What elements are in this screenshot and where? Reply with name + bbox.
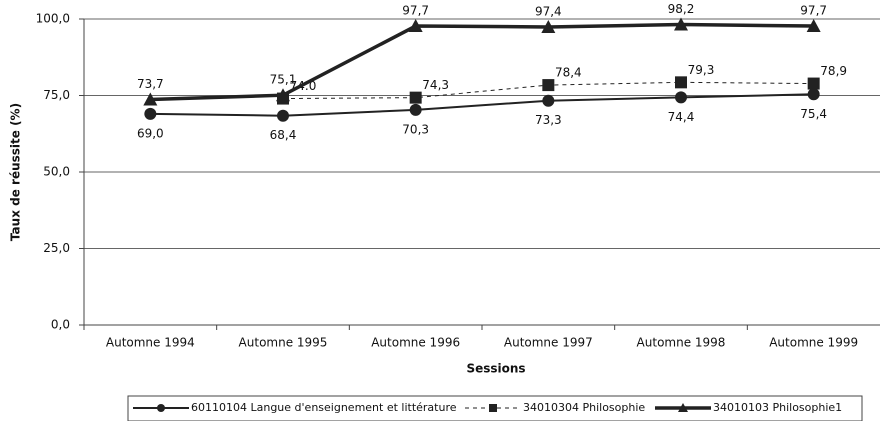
data-label: 98,2 bbox=[668, 2, 695, 16]
marker bbox=[806, 19, 821, 33]
marker bbox=[408, 19, 423, 33]
marker bbox=[542, 79, 555, 92]
data-label: 70,3 bbox=[402, 122, 429, 136]
data-label: 68,4 bbox=[270, 128, 297, 142]
x-tick-label: Automne 1995 bbox=[239, 336, 328, 350]
data-label: 74,3 bbox=[422, 78, 449, 92]
x-tick-label: Automne 1999 bbox=[769, 336, 858, 350]
marker bbox=[409, 91, 422, 104]
data-label: 78,9 bbox=[820, 64, 847, 78]
marker bbox=[807, 88, 820, 101]
data-label: 97,7 bbox=[402, 4, 429, 18]
legend-label: 60110104 Langue d'enseignement et littér… bbox=[191, 401, 457, 414]
data-label: 79,3 bbox=[688, 63, 715, 77]
x-tick-label: Automne 1994 bbox=[106, 336, 195, 350]
marker bbox=[157, 404, 165, 412]
series-line bbox=[150, 22, 814, 102]
data-label: 73,7 bbox=[137, 77, 164, 91]
y-tick-label: 50,0 bbox=[43, 165, 70, 179]
legend-label: 34010304 Philosophie bbox=[523, 401, 645, 414]
series-line bbox=[150, 93, 814, 117]
y-tick-label: 75,0 bbox=[43, 88, 70, 102]
marker bbox=[678, 403, 688, 412]
x-tick-label: Automne 1996 bbox=[371, 336, 460, 350]
data-label: 97,7 bbox=[800, 4, 827, 18]
legend-label: 34010103 Philosophie1 bbox=[713, 401, 842, 414]
data-label: 74,4 bbox=[668, 110, 695, 124]
x-tick-label: Automne 1997 bbox=[504, 336, 593, 350]
y-tick-label: 0,0 bbox=[51, 318, 70, 332]
data-label: 75,4 bbox=[800, 107, 827, 121]
marker bbox=[143, 92, 158, 106]
marker bbox=[144, 107, 157, 120]
marker bbox=[675, 76, 687, 89]
marker bbox=[541, 19, 556, 33]
marker bbox=[542, 94, 555, 107]
legend-box bbox=[127, 395, 863, 421]
data-label: 97,4 bbox=[535, 4, 562, 18]
data-label: 69,0 bbox=[137, 126, 164, 140]
marker bbox=[489, 404, 497, 412]
data-label: 75,1 bbox=[270, 73, 297, 87]
y-tick-label: 25,0 bbox=[43, 241, 70, 255]
x-tick-label: Automne 1998 bbox=[637, 336, 726, 350]
data-label: 73,3 bbox=[535, 113, 562, 127]
marker bbox=[674, 17, 688, 31]
marker bbox=[807, 77, 820, 90]
marker bbox=[675, 91, 687, 104]
y-axis-title: Taux de réussite (%) bbox=[9, 103, 23, 241]
marker bbox=[276, 88, 290, 102]
marker bbox=[277, 109, 289, 122]
marker bbox=[409, 103, 422, 116]
data-label: 78,4 bbox=[555, 66, 582, 80]
y-tick-label: 100,0 bbox=[36, 12, 70, 26]
x-axis-title: Sessions bbox=[466, 362, 525, 376]
